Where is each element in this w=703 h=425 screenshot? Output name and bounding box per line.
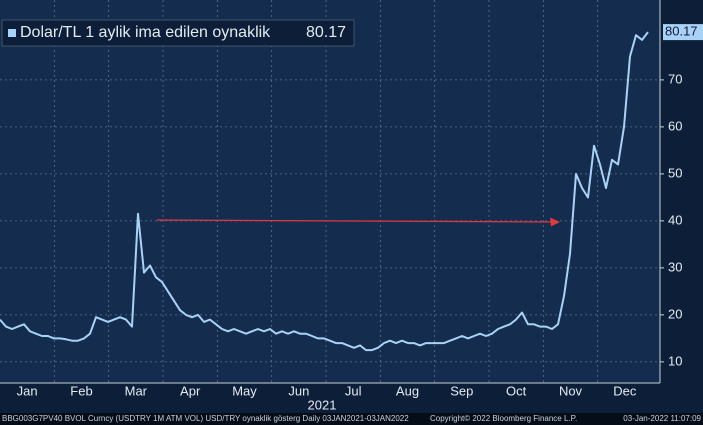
legend-box [1,19,355,47]
footer-source: BBG003G7PV40 BVOL Curncy (USDTRY 1M ATM … [2,414,409,423]
arrow-head [550,217,560,227]
x-tick-label: Oct [506,383,527,398]
x-tick-label: Dec [613,383,637,398]
y-tick-label: 10 [668,353,682,368]
x-tick-label: Nov [559,383,583,398]
x-tick-label: Jul [345,383,362,398]
y-tick-label: 40 [668,212,682,227]
x-axis-label: 2021 [308,397,337,412]
x-tick-label: Apr [180,383,201,398]
arrow-line [156,219,557,223]
x-tick-label: Jun [288,383,309,398]
x-tick-label: Mar [125,383,148,398]
y-tick-label: 50 [668,165,682,180]
legend-value: 80.17 [306,24,346,41]
y-tick-label: 70 [668,71,682,86]
x-tick-label: Aug [396,383,419,398]
x-tick-label: May [232,383,257,398]
y-tick-label: 60 [668,118,682,133]
marks [0,31,649,352]
y-tick-label: 20 [668,306,682,321]
plot-area [0,0,660,383]
x-tick-label: Jan [17,383,38,398]
x-tick-label: Sep [450,383,473,398]
footer-copyright: Copyright© 2022 Bloomberg Finance L.P. [430,414,577,423]
series-line [0,31,649,352]
legend-label: Dolar/TL 1 aylik ima edilen oynaklik [20,24,271,41]
legend-swatch [8,29,16,37]
last-value-box [663,24,703,41]
footer-timestamp: 03-Jan-2022 11:07:09 [623,414,701,423]
footer-bar [0,413,703,425]
grid [0,0,660,383]
y-tick-label: 30 [668,259,682,274]
x-tick-label: Feb [70,383,92,398]
last-value-label: 80.17 [665,24,698,39]
